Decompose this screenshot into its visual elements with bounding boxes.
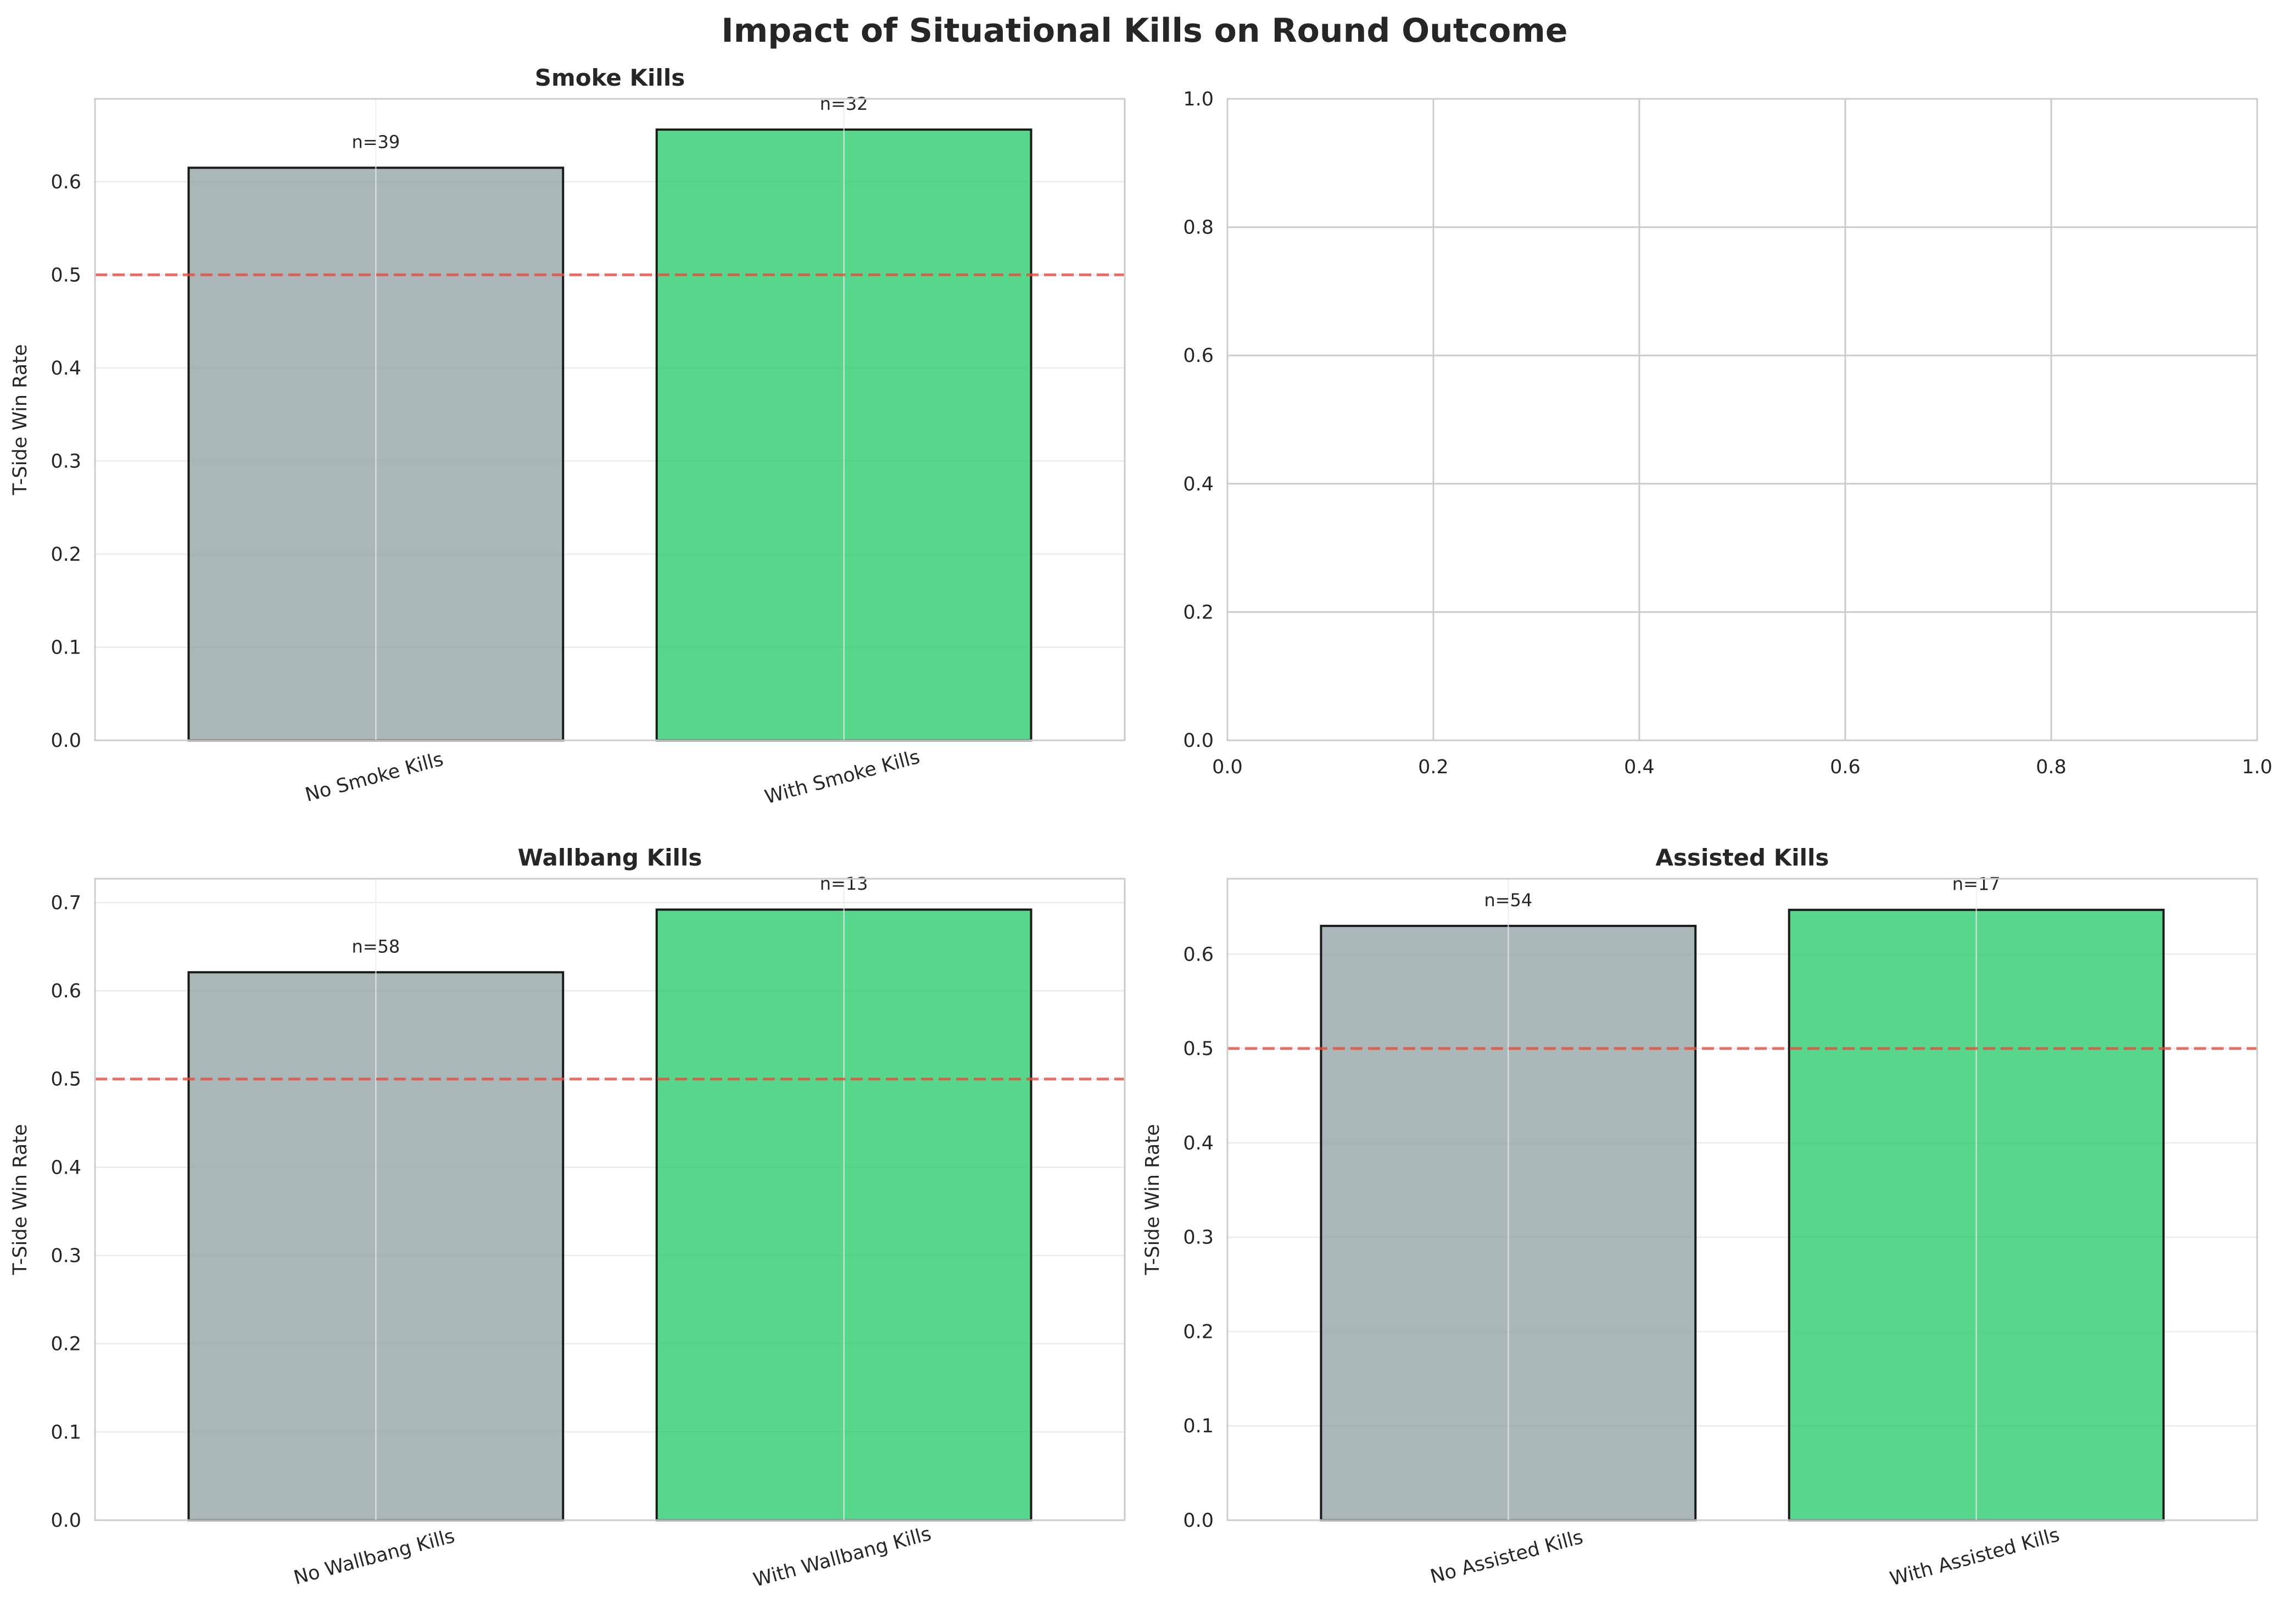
plot-frame	[1226, 878, 2258, 1521]
count-label: n=54	[1484, 890, 1532, 911]
y-axis-label: T-Side Win Rate	[9, 344, 31, 496]
count-label: n=13	[820, 873, 868, 894]
x-tick-label: 0.6	[1830, 756, 1861, 778]
x-tick-label: 0.4	[1624, 756, 1655, 778]
y-tick-label: 0.3	[51, 1245, 81, 1267]
count-label: n=17	[1952, 874, 2001, 895]
y-tick-label: 0.2	[51, 544, 81, 566]
y-tick-label: 0.5	[51, 1069, 81, 1091]
y-tick-label: 0.2	[1183, 601, 1214, 623]
y-tick-label: 0.7	[51, 892, 81, 914]
count-label: n=32	[820, 93, 868, 114]
plot-frame	[1226, 98, 2258, 741]
subplot-title: Wallbang Kills	[518, 844, 702, 871]
y-tick-label: 0.0	[51, 730, 81, 752]
y-tick-label: 0.3	[51, 450, 81, 472]
y-tick-label: 0.8	[1183, 217, 1214, 239]
y-tick-label: 0.1	[51, 1421, 81, 1443]
y-tick-label: 0.2	[1183, 1321, 1214, 1343]
x-tick-label: 0.8	[2036, 756, 2067, 778]
figure-title: Impact of Situational Kills on Round Out…	[721, 12, 1567, 50]
x-tick-label: 0.0	[1212, 756, 1243, 778]
y-tick-label: 0.5	[1183, 1038, 1214, 1060]
y-tick-label: 1.0	[1183, 88, 1214, 110]
y-tick-label: 0.6	[51, 171, 81, 193]
y-tick-label: 0.2	[51, 1333, 81, 1355]
y-tick-label: 0.4	[51, 358, 81, 380]
plot-frame	[94, 98, 1126, 741]
y-tick-label: 0.0	[51, 1510, 81, 1532]
y-tick-label: 0.4	[1183, 473, 1214, 495]
y-tick-label: 0.1	[51, 637, 81, 658]
y-tick-label: 0.5	[51, 264, 81, 286]
count-label: n=39	[351, 131, 400, 152]
y-tick-label: 0.6	[1183, 944, 1214, 966]
y-tick-label: 0.4	[1183, 1132, 1214, 1154]
subplot-1: n=39n=320.00.10.20.30.40.50.6No Smoke Ki…	[9, 64, 1126, 808]
plot-frame	[94, 878, 1126, 1521]
count-label: n=58	[351, 936, 400, 957]
y-tick-label: 0.6	[1183, 345, 1214, 367]
subplot-title: Smoke Kills	[535, 64, 685, 91]
y-tick-label: 0.1	[1183, 1415, 1214, 1437]
y-tick-label: 0.0	[1183, 1510, 1214, 1532]
y-tick-label: 0.0	[1183, 730, 1214, 752]
y-tick-label: 0.4	[51, 1157, 81, 1179]
y-axis-label: T-Side Win Rate	[9, 1124, 31, 1276]
y-tick-label: 0.6	[51, 980, 81, 1002]
x-tick-label: 0.2	[1418, 756, 1449, 778]
y-tick-label: 0.3	[1183, 1227, 1214, 1249]
subplot-2: 0.0 0.2 0.4 0.6 0.8 1.0 0.0 0.2 0.4 0.6 0.8 1.0	[1183, 88, 2273, 778]
subplot-title: Assisted Kills	[1656, 844, 1829, 871]
x-tick-label: 1.0	[2242, 756, 2273, 778]
y-axis-label: T-Side Win Rate	[1142, 1124, 1164, 1276]
